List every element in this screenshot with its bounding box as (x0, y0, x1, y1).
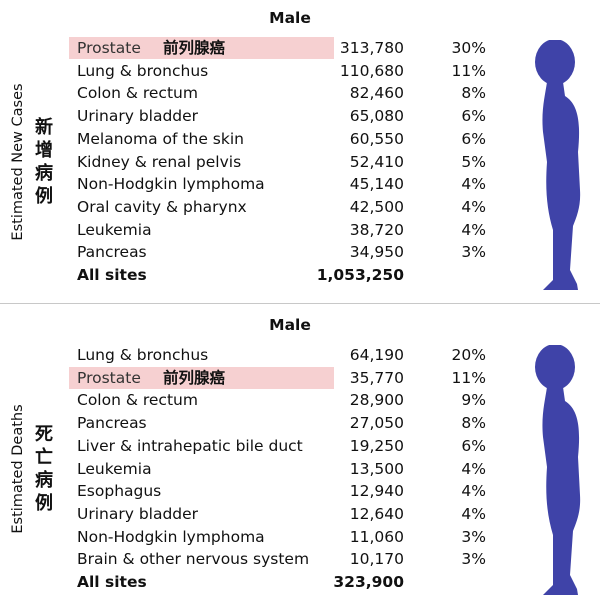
count: 42,500 (349, 197, 404, 216)
divider (0, 303, 600, 304)
section-header: Male (269, 316, 311, 334)
site-name: Brain & other nervous system (77, 550, 310, 569)
site-name: Pancreas (77, 243, 147, 262)
percent: 11% (451, 368, 486, 387)
count: 34,950 (349, 243, 404, 262)
site-name: Pancreas (77, 414, 147, 433)
site-name: Urinary bladder (77, 504, 199, 523)
side-label: Estimated Deaths (10, 403, 26, 534)
percent: 4% (461, 175, 486, 194)
site-name-zh: 前列腺癌 (163, 368, 226, 387)
site-name: Liver & intrahepatic bile duct (77, 436, 303, 455)
percent: 4% (461, 482, 486, 501)
count: 13,500 (349, 459, 404, 478)
site-name: Leukemia (77, 459, 152, 478)
side-label: Estimated New Cases (10, 82, 26, 241)
male-silhouette (535, 345, 581, 595)
percent: 4% (461, 504, 486, 523)
site-name: Colon & rectum (77, 84, 198, 103)
count: 11,060 (349, 527, 404, 546)
count: 10,170 (349, 550, 404, 569)
percent: 6% (461, 129, 486, 148)
count: 110,680 (339, 61, 404, 80)
total-label: All sites (77, 573, 147, 591)
percent: 11% (451, 61, 486, 80)
count: 19,250 (349, 436, 404, 455)
site-name: Prostate (77, 368, 141, 387)
total-count: 323,900 (333, 573, 404, 591)
count: 65,080 (349, 107, 404, 126)
percent: 3% (461, 527, 486, 546)
count: 28,900 (349, 391, 404, 410)
site-name: Melanoma of the skin (77, 129, 244, 148)
count: 12,640 (349, 504, 404, 523)
side-label-zh: 死亡病例 (35, 423, 53, 514)
count: 27,050 (349, 414, 404, 433)
percent: 4% (461, 220, 486, 239)
count: 52,410 (349, 152, 404, 171)
site-name: Urinary bladder (77, 107, 199, 126)
highlight (69, 37, 334, 59)
count: 38,720 (349, 220, 404, 239)
percent: 9% (461, 391, 486, 410)
percent: 5% (461, 152, 486, 171)
side-label-zh: 新增病例 (35, 116, 53, 207)
count: 12,940 (349, 482, 404, 501)
percent: 4% (461, 459, 486, 478)
percent: 8% (461, 84, 486, 103)
count: 60,550 (349, 129, 404, 148)
site-name: Non-Hodgkin lymphoma (77, 527, 265, 546)
total-label: All sites (77, 266, 147, 284)
percent: 30% (451, 39, 486, 57)
total-count: 1,053,250 (316, 266, 404, 284)
site-name: Non-Hodgkin lymphoma (77, 175, 265, 194)
count: 45,140 (349, 175, 404, 194)
percent: 3% (461, 243, 486, 262)
male-silhouette (535, 40, 581, 290)
site-name: Lung & bronchus (77, 346, 209, 364)
site-name: Esophagus (77, 482, 162, 501)
site-name: Kidney & renal pelvis (77, 152, 242, 171)
site-name: Oral cavity & pharynx (77, 197, 247, 216)
site-name: Lung & bronchus (77, 61, 209, 80)
section-header: Male (269, 9, 311, 27)
percent: 4% (461, 197, 486, 216)
site-name: Leukemia (77, 220, 152, 239)
count: 313,780 (339, 39, 404, 57)
percent: 6% (461, 436, 486, 455)
percent: 8% (461, 414, 486, 433)
site-name-zh: 前列腺癌 (163, 39, 226, 57)
percent: 3% (461, 550, 486, 569)
count: 35,770 (349, 368, 404, 387)
highlight (69, 366, 334, 389)
count: 82,460 (349, 84, 404, 103)
site-name: Colon & rectum (77, 391, 198, 410)
percent: 6% (461, 107, 486, 126)
site-name: Prostate (77, 39, 141, 57)
count: 64,190 (349, 346, 404, 364)
percent: 20% (451, 346, 486, 364)
